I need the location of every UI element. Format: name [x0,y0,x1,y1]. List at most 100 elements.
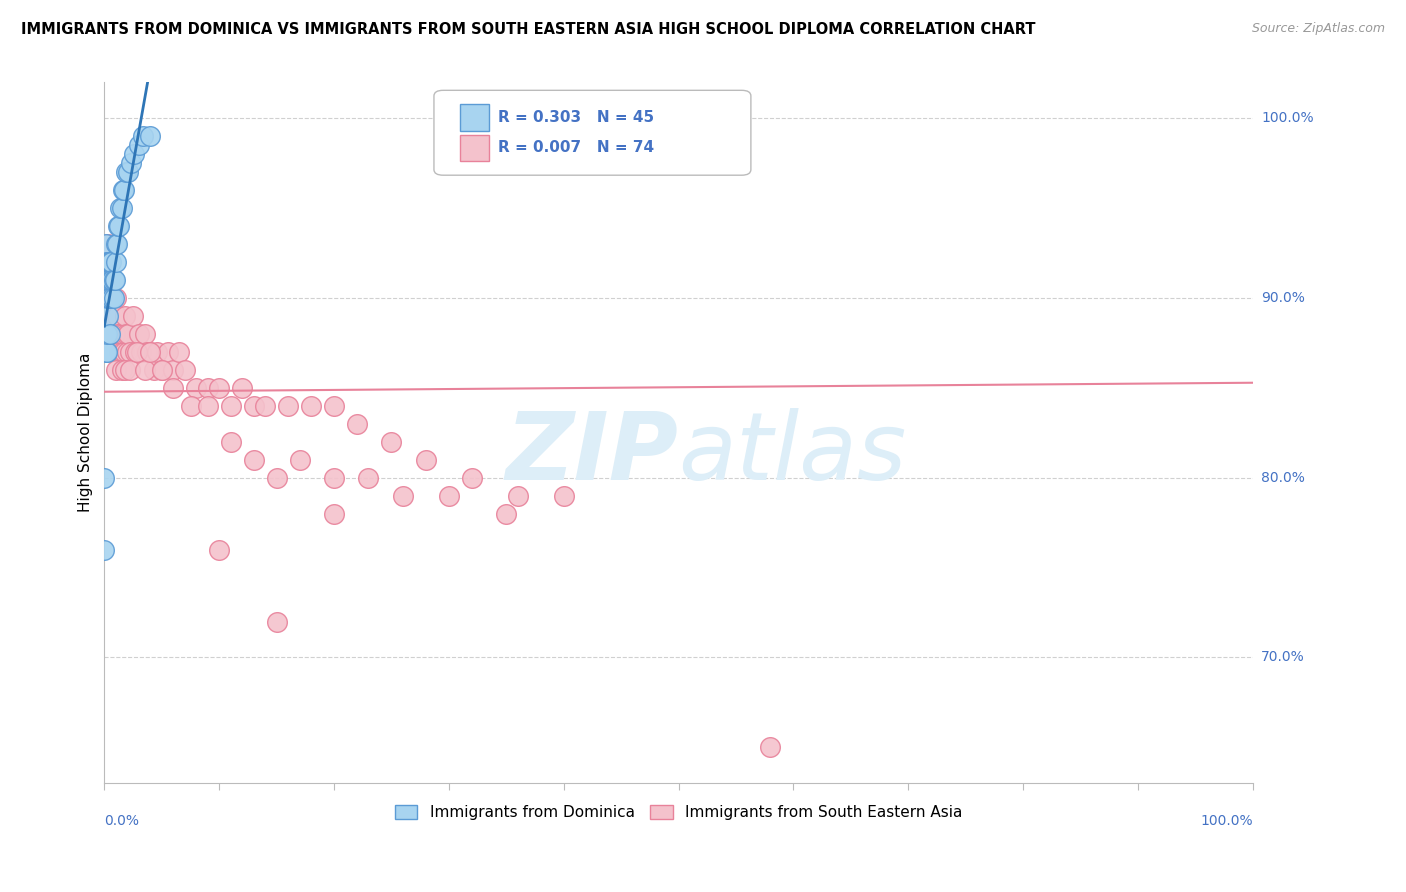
Point [118,344,141,359]
Text: IMMIGRANTS FROM DOMINICA VS IMMIGRANTS FROM SOUTH EASTERN ASIA HIGH SCHOOL DIPLO: IMMIGRANTS FROM DOMINICA VS IMMIGRANTS F… [21,22,1036,37]
Legend: Immigrants from Dominica, Immigrants from South Eastern Asia: Immigrants from Dominica, Immigrants fro… [388,798,969,826]
Text: Source: ZipAtlas.com: Source: ZipAtlas.com [1251,22,1385,36]
Point [97,291,120,305]
Point [323,470,346,484]
Point [139,344,162,359]
Point [242,452,264,467]
FancyBboxPatch shape [460,104,489,131]
Point [299,399,322,413]
Point [94,254,117,268]
Point [96,291,118,305]
Point [97,236,120,251]
Point [124,344,146,359]
Text: 100.0%: 100.0% [1201,814,1253,828]
Point [134,362,156,376]
Point [98,254,121,268]
Point [437,489,460,503]
Point [759,740,782,755]
FancyBboxPatch shape [434,90,751,175]
Point [104,291,127,305]
Point [94,344,117,359]
Point [132,128,155,143]
Point [167,344,190,359]
Point [110,344,132,359]
Text: 80.0%: 80.0% [1261,471,1305,484]
Point [115,165,138,179]
Point [553,489,575,503]
Point [101,273,124,287]
Point [98,291,121,305]
Point [323,507,346,521]
Point [100,291,122,305]
Point [98,291,121,305]
Point [104,236,127,251]
Point [96,254,118,268]
Point [94,291,117,305]
Point [461,470,484,484]
Point [120,156,142,170]
Point [114,362,136,376]
Point [150,362,173,376]
Point [323,399,346,413]
Point [100,273,122,287]
Point [98,273,121,287]
Point [134,326,156,341]
Point [112,344,135,359]
Point [122,309,145,323]
Point [104,362,127,376]
Point [97,254,120,268]
Point [122,146,145,161]
Point [266,615,288,629]
Point [98,254,121,268]
Point [156,344,179,359]
Point [162,362,184,376]
Point [101,273,124,287]
Point [111,326,134,341]
Y-axis label: High School Diploma: High School Diploma [79,353,93,512]
Point [380,434,402,449]
Point [179,399,201,413]
Text: 70.0%: 70.0% [1261,650,1305,665]
Point [114,309,136,323]
Point [103,273,125,287]
Point [197,399,219,413]
Point [139,344,162,359]
Point [107,219,129,233]
Point [288,452,311,467]
Point [129,344,152,359]
Point [117,344,139,359]
Point [98,326,121,341]
Text: atlas: atlas [679,409,907,500]
Point [142,362,165,376]
Text: R = 0.303   N = 45: R = 0.303 N = 45 [498,111,654,125]
Point [104,254,127,268]
Point [112,183,135,197]
Point [97,309,120,323]
Point [242,399,264,413]
Point [135,344,157,359]
Point [101,291,124,305]
Point [125,344,148,359]
Point [173,362,195,376]
Point [146,344,169,359]
Point [107,326,129,341]
Text: ZIP: ZIP [506,408,679,500]
Point [495,507,517,521]
Point [115,326,138,341]
Point [254,399,277,413]
Point [128,137,150,152]
Point [266,470,288,484]
Point [103,309,125,323]
Point [150,362,173,376]
Text: 100.0%: 100.0% [1261,111,1313,125]
Point [103,291,125,305]
Point [117,165,139,179]
Point [96,273,118,287]
Point [104,326,127,341]
Point [108,219,131,233]
Point [162,381,184,395]
Point [231,381,253,395]
Point [98,273,121,287]
Point [93,470,115,484]
Point [506,489,529,503]
